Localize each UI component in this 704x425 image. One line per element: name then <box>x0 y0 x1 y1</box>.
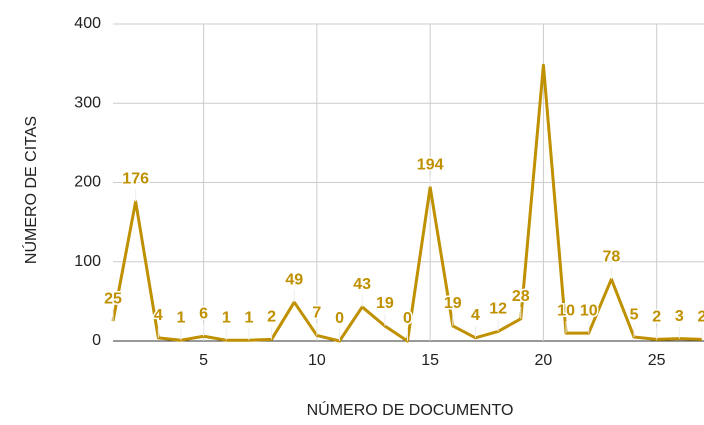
value-label: 1 <box>222 309 231 326</box>
x-tick-label: 15 <box>421 352 439 369</box>
x-tick-label: 25 <box>648 352 666 369</box>
value-label: 1 <box>244 309 253 326</box>
value-label: 3 <box>675 308 684 325</box>
value-label: 1 <box>177 309 186 326</box>
x-tick-label: 20 <box>535 352 553 369</box>
value-label: 10 <box>557 302 575 319</box>
value-label: 78 <box>602 248 620 265</box>
x-axis-title: NÚMERO DE DOCUMENTO <box>307 400 514 419</box>
value-label: 4 <box>471 307 480 324</box>
value-label: 4 <box>154 307 163 324</box>
line <box>111 63 703 343</box>
value-label: 2 <box>698 309 704 326</box>
value-label: 176 <box>122 171 149 188</box>
value-label: 25 <box>104 290 122 307</box>
value-label: 0 <box>335 310 344 327</box>
value-label: 0 <box>403 310 412 327</box>
value-label: 5 <box>630 306 639 323</box>
value-label: 12 <box>489 301 507 318</box>
value-label: 43 <box>353 276 371 293</box>
value-label: 19 <box>376 295 394 312</box>
y-tick-label: 200 <box>74 174 101 191</box>
value-label: 49 <box>285 271 303 288</box>
value-label: 10 <box>580 302 598 319</box>
x-tick-label: 10 <box>308 352 326 369</box>
y-tick-label: 400 <box>74 15 101 32</box>
value-label: 2 <box>267 309 276 326</box>
x-tick-label: 5 <box>199 352 208 369</box>
value-label: 7 <box>312 305 321 322</box>
y-tick-label: 100 <box>74 253 101 270</box>
y-axis-title: NÚMERO DE CITAS <box>21 116 40 264</box>
value-label: 28 <box>512 288 530 305</box>
value-label: 2 <box>652 309 661 326</box>
value-label: 19 <box>444 295 462 312</box>
y-tick-label: 0 <box>92 332 101 349</box>
y-tick-label: 300 <box>74 94 101 111</box>
value-label: 194 <box>417 156 444 173</box>
value-label: 6 <box>199 305 208 322</box>
